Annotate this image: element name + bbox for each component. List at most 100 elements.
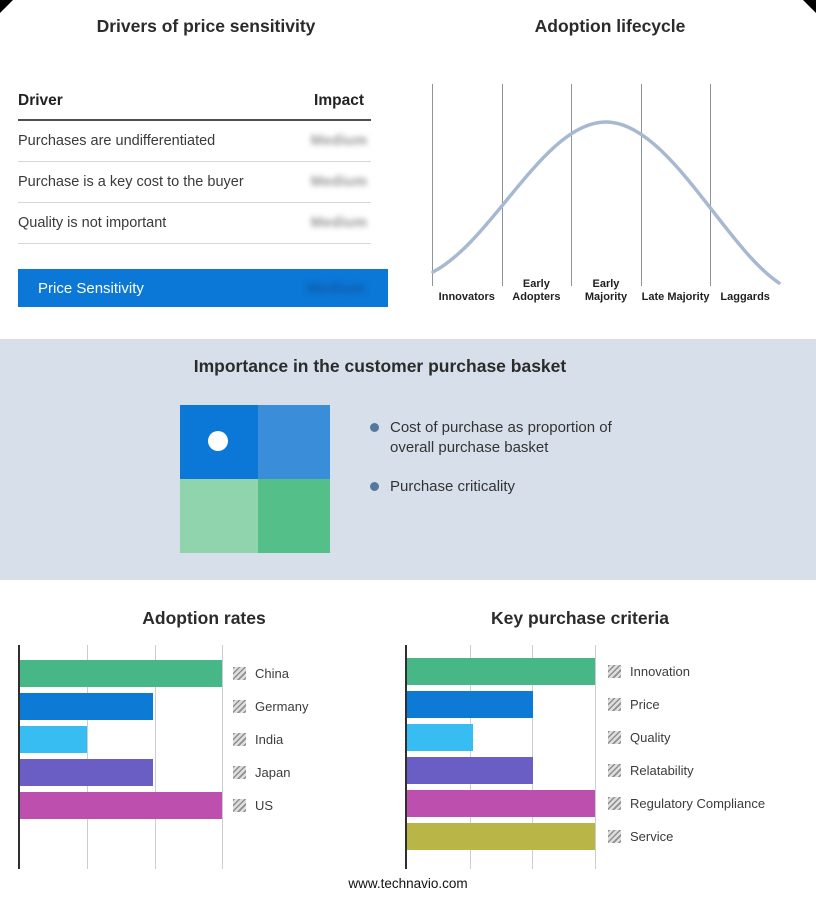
legend-label: Quality xyxy=(630,730,671,745)
gridline xyxy=(501,84,503,286)
hatched-swatch-icon xyxy=(608,698,621,711)
bar-row xyxy=(20,657,222,690)
adoption-rates-legend: China Germany India Japan US xyxy=(233,657,308,822)
key-purchase-criteria-legend: Innovation Price Quality Relatability Re… xyxy=(608,655,765,853)
legend-item: Regulatory Compliance xyxy=(608,787,765,820)
legend-item: US xyxy=(233,789,308,822)
hatched-swatch-icon xyxy=(608,764,621,777)
impact-value-blurred: Medium xyxy=(310,215,368,231)
bar-relatability xyxy=(407,757,533,784)
legend-item: Quality xyxy=(608,721,765,754)
bar-regulatory-compliance xyxy=(407,790,595,817)
column-header-driver: Driver xyxy=(18,92,63,109)
bar-japan xyxy=(20,759,154,786)
legend-label: US xyxy=(255,798,274,813)
driver-label: Purchases are undifferentiated xyxy=(18,133,216,149)
bar-row xyxy=(407,754,595,787)
price-sensitivity-summary-bar: Price Sensitivity Medium xyxy=(18,269,388,307)
gridline xyxy=(432,84,433,286)
legend-label: Price xyxy=(630,697,660,712)
bar-row xyxy=(20,690,222,723)
hatched-swatch-icon xyxy=(608,797,621,810)
gridline xyxy=(595,645,596,869)
stage-label-late-majority: Late Majority xyxy=(641,290,710,303)
gridline xyxy=(571,84,573,286)
drivers-table-header: Driver Impact xyxy=(18,92,371,121)
legend-label: India xyxy=(255,732,284,747)
hatched-swatch-icon xyxy=(233,700,246,713)
technavio-link[interactable]: www.technavio.com xyxy=(348,876,468,891)
bar-group xyxy=(407,655,595,853)
corner-fold-top-left-icon xyxy=(0,0,13,13)
bar-innovation xyxy=(407,658,595,685)
table-row: Quality is not important Medium xyxy=(18,203,371,244)
legend-item: Relatability xyxy=(608,754,765,787)
legend-item: China xyxy=(233,657,308,690)
basket-bullet-list: Cost of purchase as proportion of overal… xyxy=(370,418,640,497)
adoption-rates-chart xyxy=(18,645,223,869)
gridline xyxy=(222,645,223,869)
position-dot-icon xyxy=(208,431,228,451)
drivers-panel-title: Drivers of price sensitivity xyxy=(96,16,316,36)
bar-row xyxy=(407,655,595,688)
quadrant-top-right xyxy=(258,405,330,479)
legend-label: Germany xyxy=(255,699,309,714)
bar-row xyxy=(407,721,595,754)
legend-label: Relatability xyxy=(630,763,694,778)
hatched-swatch-icon xyxy=(608,665,621,678)
bar-india xyxy=(20,726,87,753)
bar-germany xyxy=(20,693,154,720)
hatched-swatch-icon xyxy=(608,731,621,744)
lifecycle-panel-title: Adoption lifecycle xyxy=(534,16,686,36)
impact-value-blurred: Medium xyxy=(310,133,368,149)
bell-curve-svg xyxy=(431,120,781,285)
column-header-impact: Impact xyxy=(314,92,364,109)
legend-item: India xyxy=(233,723,308,756)
gridline xyxy=(87,645,89,869)
legend-label: Regulatory Compliance xyxy=(630,796,766,811)
bar-quality xyxy=(407,724,473,751)
bar-us xyxy=(20,792,222,819)
legend-item: Innovation xyxy=(608,655,765,688)
table-row: Purchases are undifferentiated Medium xyxy=(18,121,371,162)
legend-item: Japan xyxy=(233,756,308,789)
legend-label: Innovation xyxy=(630,664,690,679)
stage-label-early-majority: Early Majority xyxy=(584,278,628,303)
adoption-rates-title: Adoption rates xyxy=(142,608,266,628)
hatched-swatch-icon xyxy=(608,830,621,843)
legend-label: Service xyxy=(630,829,674,844)
bar-china xyxy=(20,660,222,687)
lifecycle-stage-labels: Innovators Early Adopters Early Majority… xyxy=(432,278,780,303)
bullet-text: Cost of purchase as proportion of overal… xyxy=(390,419,612,456)
lifecycle-bell-curve-chart xyxy=(431,84,781,286)
key-purchase-criteria-title: Key purchase criteria xyxy=(490,608,669,628)
bar-row xyxy=(20,756,222,789)
list-item: Cost of purchase as proportion of overal… xyxy=(370,418,640,457)
bullet-dot-icon xyxy=(370,423,379,432)
legend-label: Japan xyxy=(255,765,291,780)
bell-curve-path xyxy=(431,120,781,285)
bar-row xyxy=(407,820,595,853)
hatched-swatch-icon xyxy=(233,667,246,680)
gridline xyxy=(710,84,712,286)
legend-item: Germany xyxy=(233,690,308,723)
bar-group xyxy=(20,657,222,822)
impact-value-blurred: Medium xyxy=(310,174,368,190)
purchase-basket-band xyxy=(0,339,816,580)
hatched-swatch-icon xyxy=(233,766,246,779)
driver-label: Purchase is a key cost to the buyer xyxy=(18,174,244,190)
stage-label-innovators: Innovators xyxy=(438,290,495,303)
list-item: Purchase criticality xyxy=(370,477,640,497)
corner-fold-top-right-icon xyxy=(803,0,816,13)
bar-price xyxy=(407,691,533,718)
stage-label-laggards: Laggards xyxy=(720,290,770,303)
bar-row xyxy=(20,789,222,822)
quadrant-graphic xyxy=(180,405,330,553)
bar-row xyxy=(20,723,222,756)
summary-label: Price Sensitivity xyxy=(38,279,144,297)
basket-panel-title: Importance in the customer purchase bask… xyxy=(193,356,567,376)
hatched-swatch-icon xyxy=(233,733,246,746)
stage-label-early-adopters: Early Adopters xyxy=(512,278,561,303)
legend-item: Service xyxy=(608,820,765,853)
